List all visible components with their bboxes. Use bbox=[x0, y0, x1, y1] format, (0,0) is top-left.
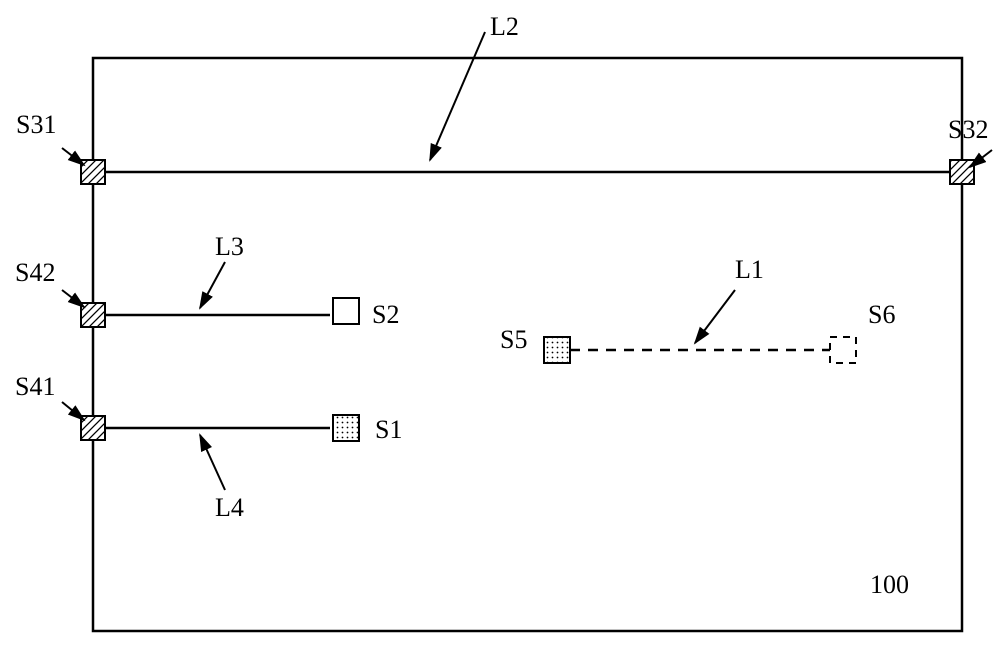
arrow-to-s41 bbox=[62, 402, 84, 420]
arrow-to-s42 bbox=[62, 290, 84, 307]
arrow-to-l3 bbox=[200, 262, 225, 308]
label-s32: S32 bbox=[948, 115, 988, 145]
label-l3: L3 bbox=[215, 232, 244, 262]
label-s41: S41 bbox=[15, 372, 55, 402]
label-l4: L4 bbox=[215, 493, 244, 523]
label-l2: L2 bbox=[490, 12, 519, 42]
node-s5 bbox=[544, 337, 570, 363]
label-s1: S1 bbox=[375, 415, 402, 445]
node-s1 bbox=[333, 415, 359, 441]
node-s42 bbox=[81, 303, 105, 327]
label-ref: 100 bbox=[870, 570, 909, 600]
label-l1: L1 bbox=[735, 255, 764, 285]
node-s31 bbox=[81, 160, 105, 184]
arrow-to-l1 bbox=[695, 290, 735, 343]
label-s31: S31 bbox=[16, 110, 56, 140]
label-s5: S5 bbox=[500, 325, 527, 355]
node-s2 bbox=[333, 298, 359, 324]
arrow-to-l2 bbox=[430, 32, 485, 160]
arrow-to-s32 bbox=[970, 150, 992, 167]
label-s42: S42 bbox=[15, 258, 55, 288]
label-s2: S2 bbox=[372, 300, 399, 330]
node-s6 bbox=[830, 337, 856, 363]
node-s41 bbox=[81, 416, 105, 440]
label-s6: S6 bbox=[868, 300, 895, 330]
arrow-to-l4 bbox=[200, 435, 225, 490]
node-s32 bbox=[950, 160, 974, 184]
arrow-to-s31 bbox=[62, 148, 84, 165]
